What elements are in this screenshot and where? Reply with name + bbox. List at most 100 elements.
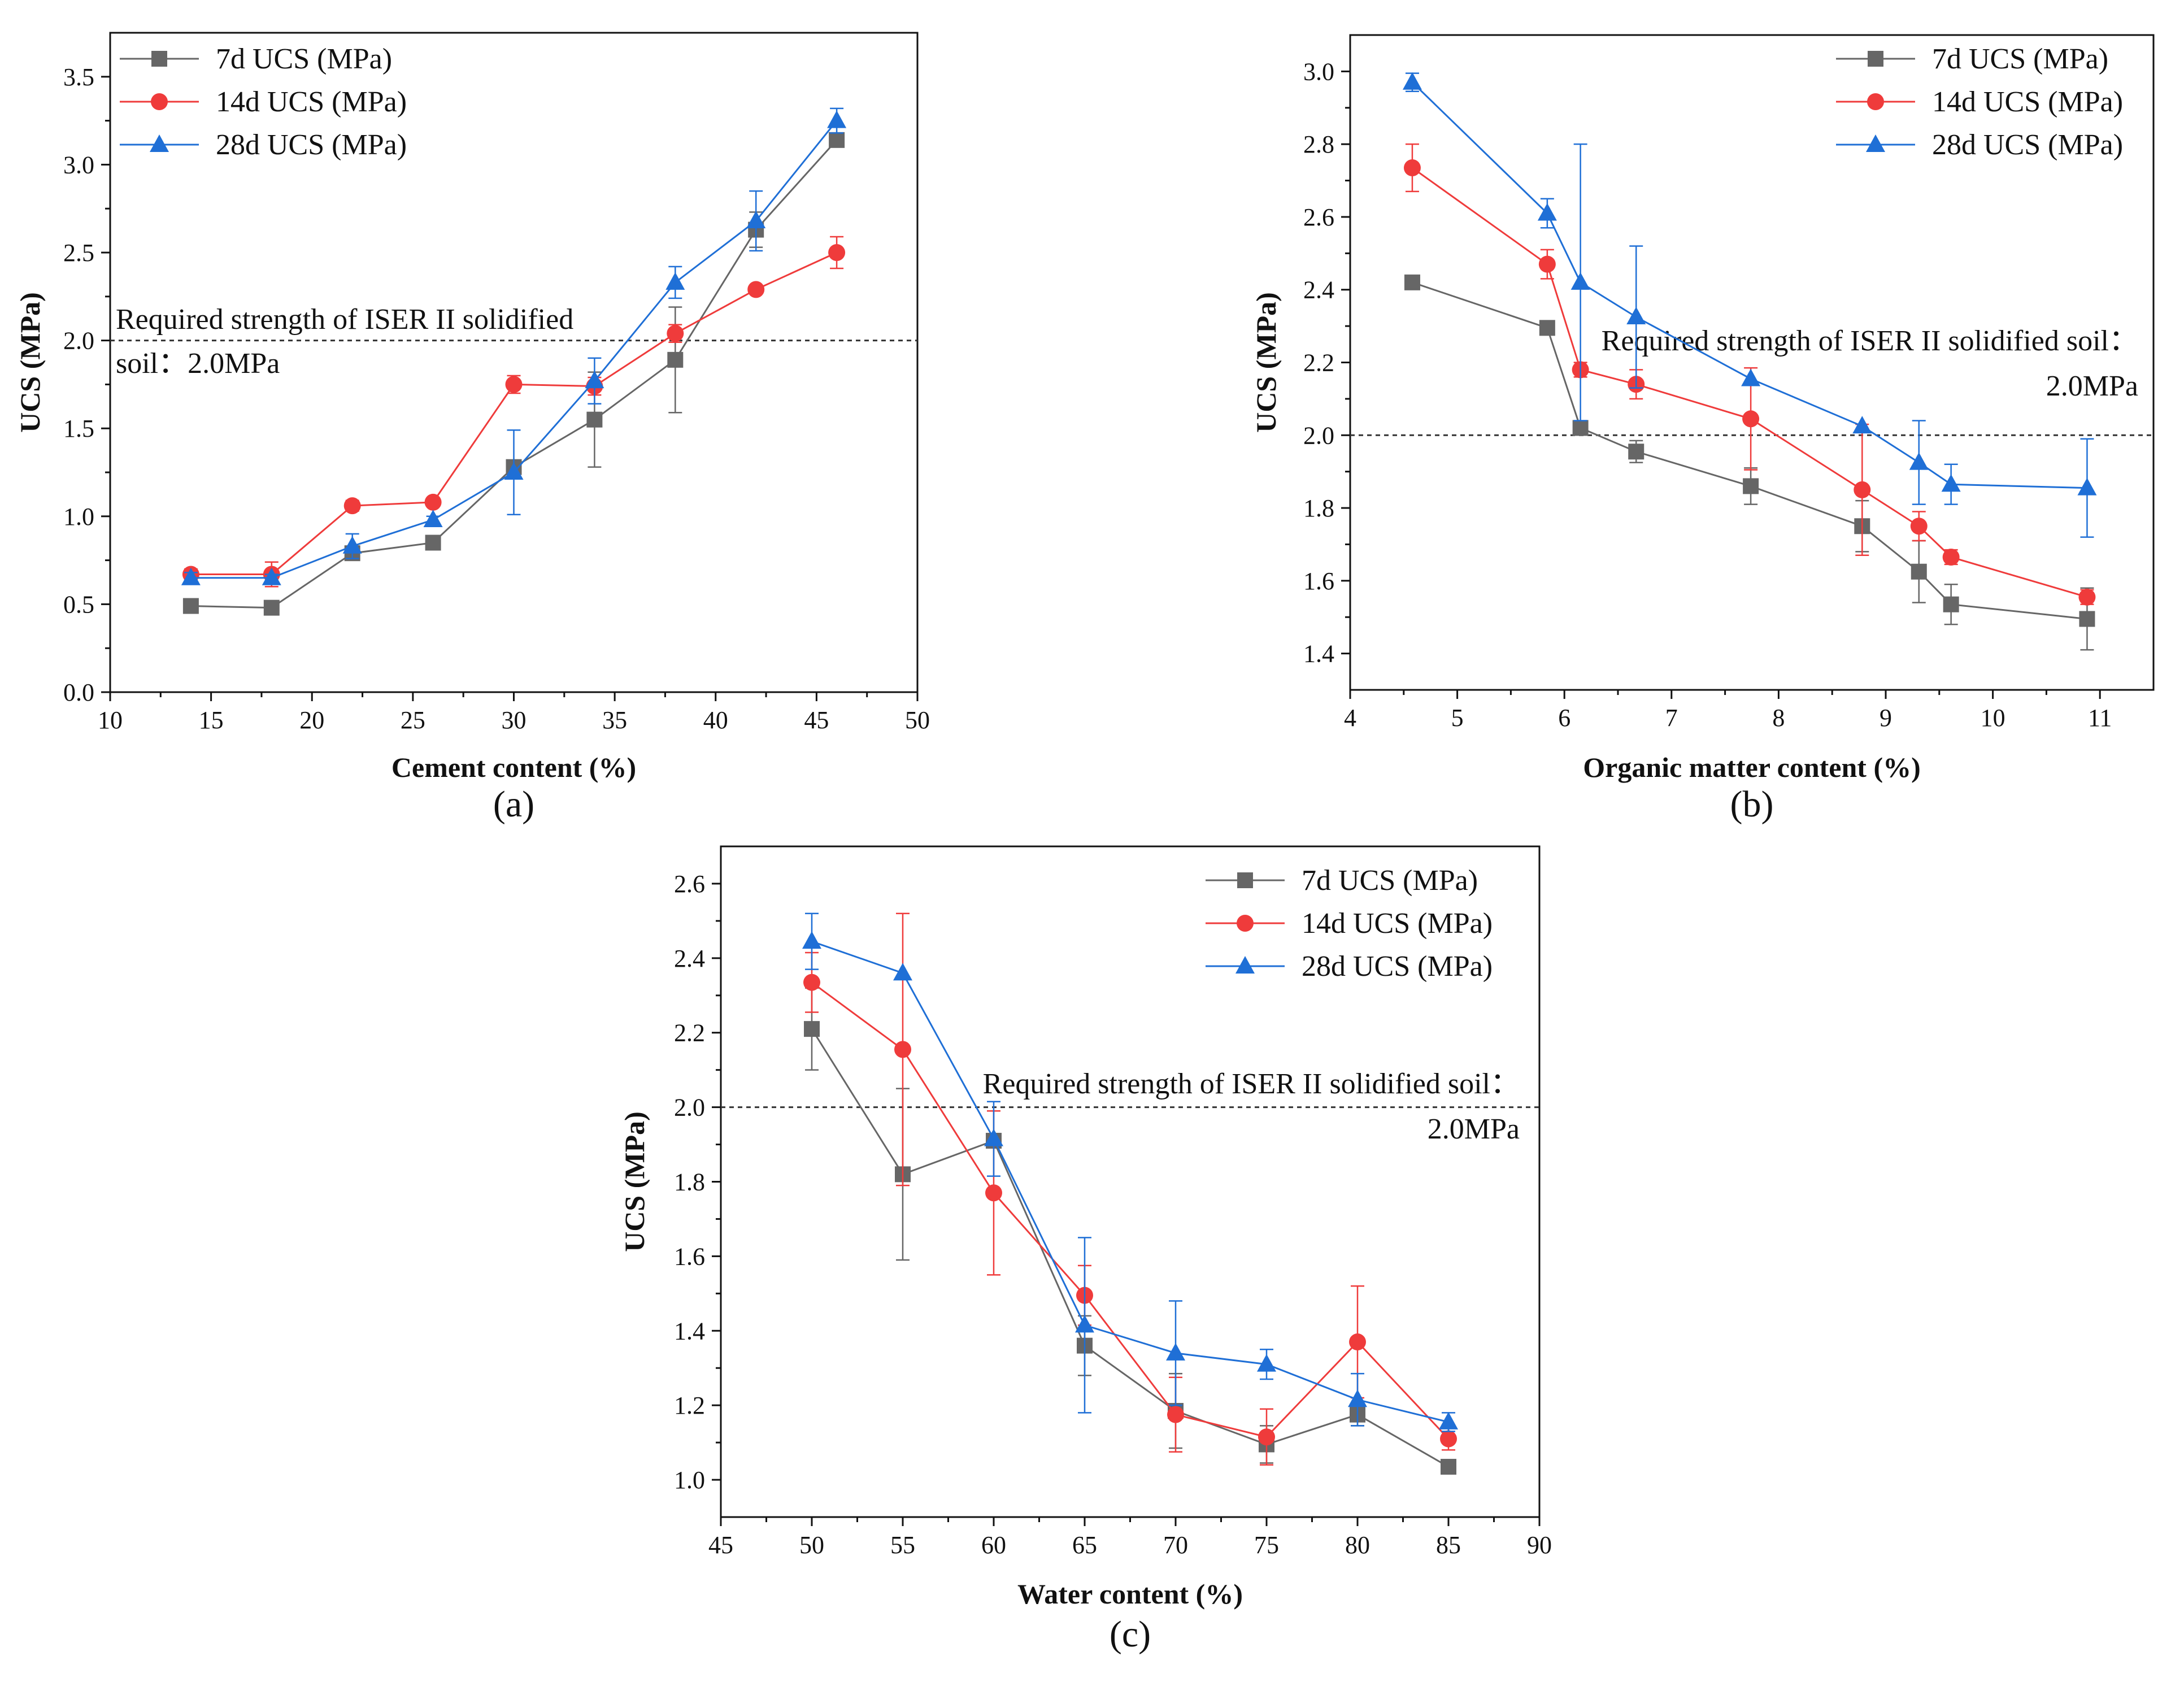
y-tick-label: 1.2 [674,1392,705,1419]
data-point [804,1021,820,1037]
data-point [1258,1428,1275,1446]
data-point [1402,72,1422,90]
data-point [667,325,684,342]
x-tick-label: 80 [1345,1531,1370,1559]
data-point [1628,444,1644,460]
y-tick-label: 2.2 [674,1019,705,1047]
series-7d [182,132,845,616]
x-tick-label: 55 [890,1531,915,1559]
data-point [1538,255,1556,273]
x-tick-label: 8 [1772,704,1785,732]
x-tick-label: 10 [1981,704,2005,732]
data-point [1570,272,1590,290]
data-point [2077,477,2097,496]
x-tick-label: 85 [1436,1531,1461,1559]
data-point [1404,274,1420,290]
legend-label: 28d UCS (MPa) [216,129,407,161]
y-tick-label: 2.0 [674,1094,705,1122]
data-point [1439,1411,1458,1429]
data-point [1943,596,1959,612]
legend-label: 14d UCS (MPa) [1932,86,2123,118]
y-tick-label: 2.5 [63,239,94,267]
legend: 7d UCS (MPa) 14d UCS (MPa) 28d UCS (MPa) [1836,43,2123,161]
data-point [262,567,281,585]
data-point [1167,1406,1184,1423]
y-tick-label: 2.4 [674,945,705,972]
required-strength-value: soil：2.0MPa [116,347,280,380]
x-tick-label: 45 [804,706,829,734]
data-point [984,1128,1003,1146]
y-tick-label: 2.8 [1303,131,1334,158]
y-tick-label: 2.6 [1303,203,1334,231]
data-point [585,371,604,389]
x-tick-label: 6 [1558,704,1570,732]
x-tick-label: 40 [703,706,728,734]
data-point [1911,563,1927,580]
y-tick-label: 2.2 [1303,349,1334,377]
legend: 7d UCS (MPa) 14d UCS (MPa) 28d UCS (MPa) [120,43,407,161]
x-axis-title: Water content (%) [1017,1578,1243,1610]
data-point [1910,518,1928,535]
y-tick-label: 1.6 [674,1242,705,1270]
data-point [1742,410,1760,428]
panel-label: (c) [1110,1614,1151,1655]
x-tick-label: 45 [708,1531,733,1559]
x-tick-label: 20 [299,706,324,734]
data-point [1942,548,1960,566]
x-tick-label: 70 [1163,1531,1188,1559]
x-axis-title: Cement content (%) [391,751,636,783]
legend-marker [150,134,169,152]
series-7d [1404,274,2095,651]
data-point [2079,611,2095,627]
legend-marker [1866,134,1885,152]
y-tick-label: 0.0 [63,679,94,706]
data-point [803,974,820,991]
legend-label: 28d UCS (MPa) [1302,950,1493,983]
data-point [1348,1389,1367,1407]
required-strength-label: Required strength of ISER II solidified … [983,1068,1520,1100]
legend-marker [1237,915,1254,932]
legend-label: 7d UCS (MPa) [216,43,392,75]
data-point [424,493,442,511]
x-tick-label: 50 [799,1531,824,1559]
required-strength-value: 2.0MPa [1428,1113,1520,1145]
legend: 7d UCS (MPa) 14d UCS (MPa) 28d UCS (MPa) [1206,864,1493,983]
legend-marker [1867,93,1884,110]
data-point [423,510,443,528]
data-point [1852,416,1872,434]
x-tick-label: 60 [981,1531,1006,1559]
data-point [1537,203,1557,221]
chart-panel-a: 10 15 20 25 30 35 40 45 50 0.0 0.5 1.0 1.5 2.0 2.5 3.0 3… [14,32,930,825]
data-point [586,411,603,428]
data-point [342,536,362,554]
legend-marker [151,51,167,67]
x-tick-label: 25 [401,706,425,734]
y-tick-label: 1.4 [674,1317,705,1345]
series-28d [181,107,847,585]
y-tick-label: 1.6 [1303,567,1334,595]
x-tick-label: 90 [1527,1531,1552,1559]
data-point [1441,1458,1456,1475]
y-tick-label: 1.8 [674,1168,705,1196]
series-28d [1402,72,2097,538]
y-tick-label: 3.0 [63,151,94,179]
series-line [811,981,1450,1440]
data-point [746,210,766,228]
data-point [828,244,846,261]
y-tick-label: 3.5 [63,63,94,91]
series-14d [182,236,846,588]
y-tick-label: 0.5 [63,590,94,618]
data-point [1743,478,1759,494]
data-point [1572,420,1589,436]
series-line [190,251,837,575]
data-point [343,497,361,515]
data-point [1941,474,1961,492]
y-tick-label: 1.8 [1303,494,1334,522]
x-tick-label: 65 [1072,1531,1097,1559]
legend-label: 7d UCS (MPa) [1932,43,2108,75]
data-point [827,110,847,128]
y-tick-label: 2.0 [63,327,94,355]
data-point [1403,159,1421,177]
y-axis-title: UCS (MPa) [619,1111,650,1252]
